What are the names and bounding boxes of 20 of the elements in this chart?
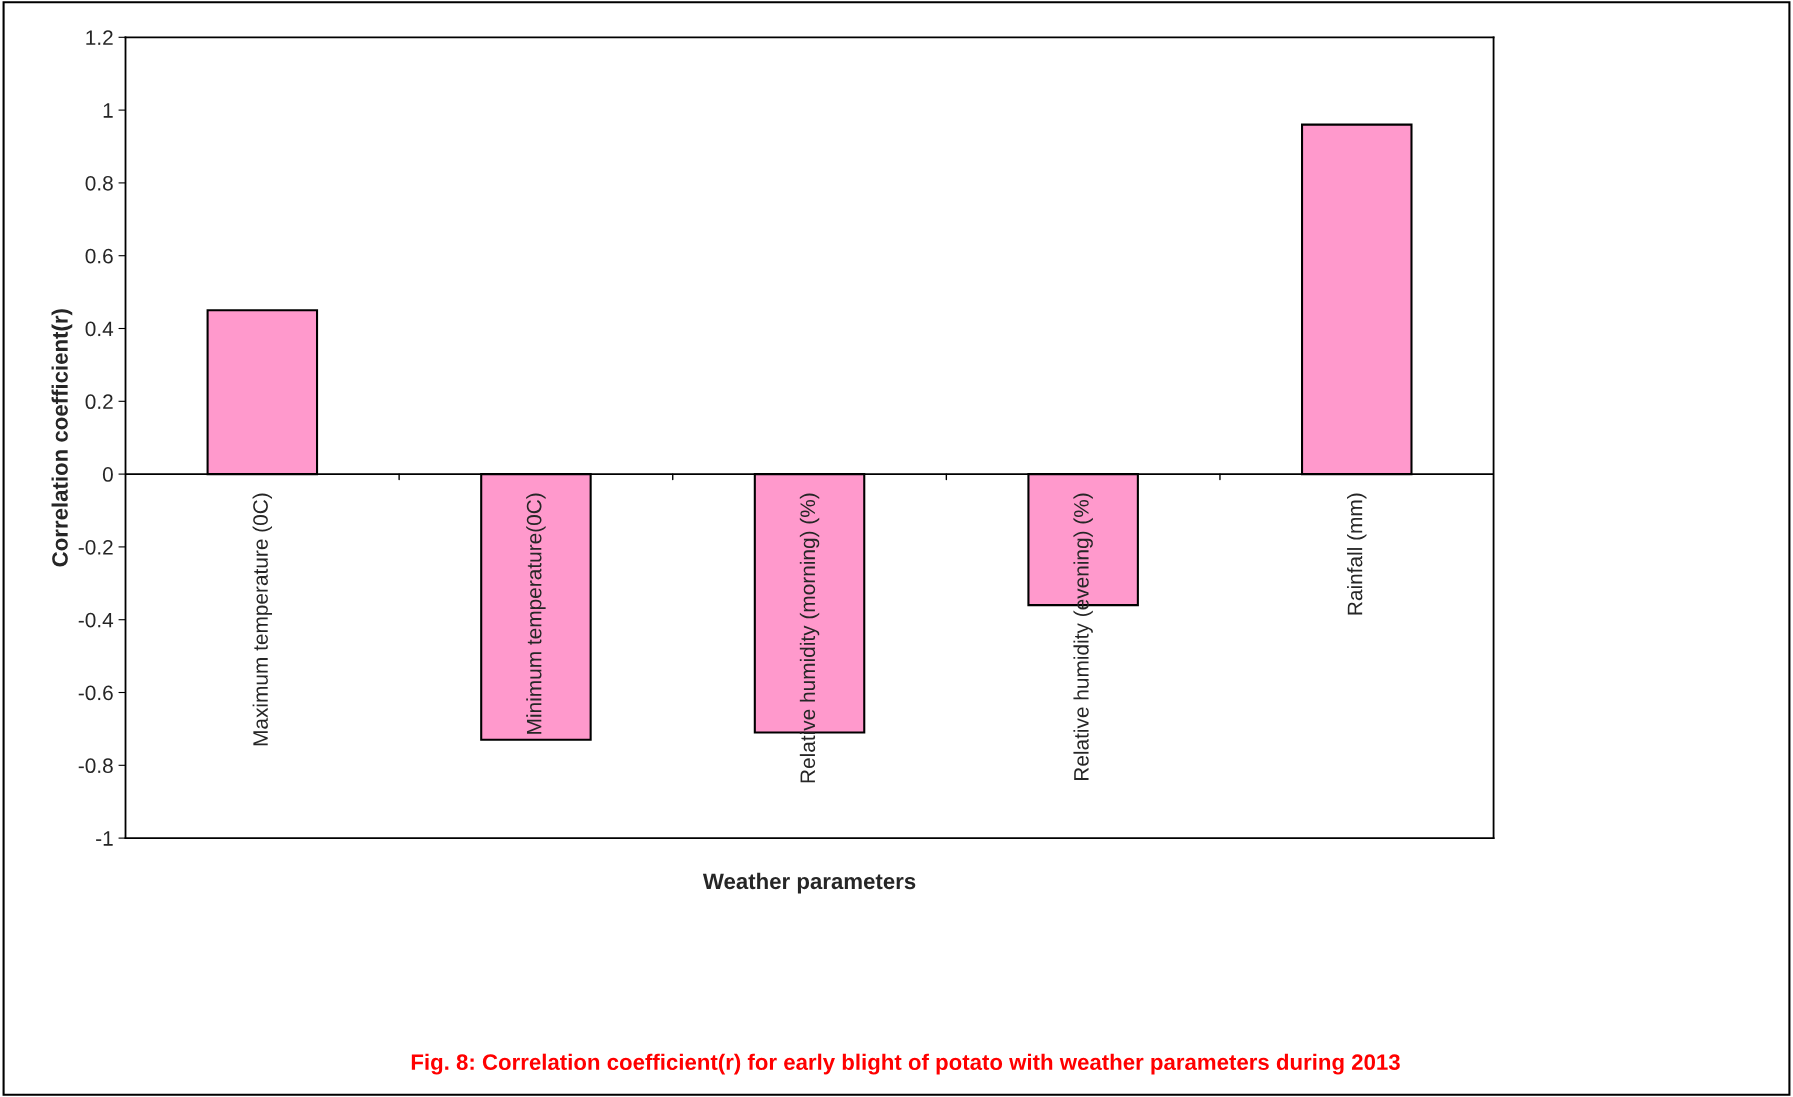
y-tick-label: 0.6 [85, 248, 113, 264]
y-tick-label: 0.8 [85, 175, 113, 191]
y-tick-label: -0.6 [78, 685, 113, 701]
x-tick-label: Maximum temperature (0C) [252, 493, 273, 746]
y-tick-label: 0 [102, 467, 113, 482]
x-tick-label: Minimum temperature(0C) [526, 493, 546, 734]
y-tick-label: -0.8 [78, 758, 113, 774]
x-tick-label: Relative humidity (evening) (%) [1073, 493, 1093, 781]
y-tick-label: 0.2 [85, 394, 113, 410]
y-tick-label: 1.2 [86, 30, 113, 45]
y-axis-title: Correlation coefficient(r) [51, 309, 73, 567]
x-axis-title: Weather parameters [702, 872, 916, 894]
text: Fig. 8: Correlation coefficient(r) for early blight of potato with weather parameters during 2013 [411, 1053, 1400, 1075]
y-tick-label: -0.2 [78, 539, 113, 555]
y-tick-label: -1 [96, 831, 113, 846]
y-tick-label: 0.4 [85, 321, 114, 337]
y-tick-label: -0.4 [78, 612, 114, 628]
x-tick-label: Relative humidity (morning) (%) [799, 493, 820, 783]
y-tick-label: 1 [103, 103, 113, 118]
x-tick-label: Rainfall (mm) [1347, 493, 1367, 615]
